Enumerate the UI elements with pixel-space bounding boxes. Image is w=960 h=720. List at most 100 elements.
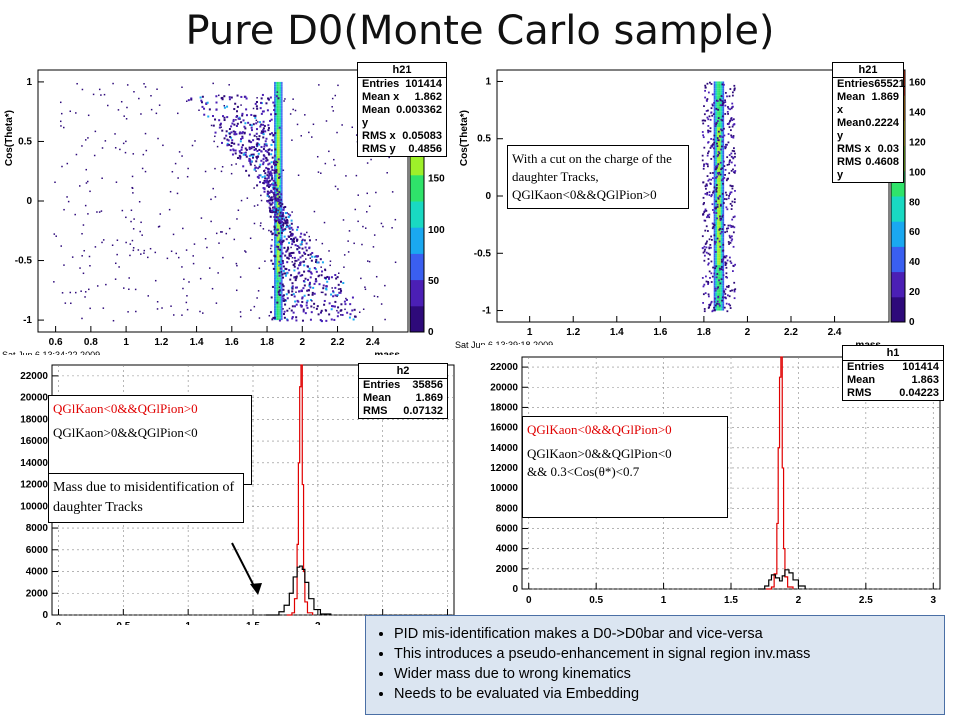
heatmap-cell <box>275 150 277 154</box>
heatmap-cell <box>241 135 244 138</box>
heatmap-cell <box>285 221 287 224</box>
heatmap-cell <box>181 314 183 316</box>
heatmap-cell <box>320 266 322 268</box>
heatmap-cell <box>289 214 292 217</box>
x-tick-label: 1.6 <box>225 337 239 348</box>
heatmap-cell <box>218 119 221 122</box>
heatmap-cell <box>278 160 280 163</box>
heatmap-cell <box>716 165 718 168</box>
heatmap-cell <box>279 237 282 240</box>
heatmap-cell <box>281 122 283 125</box>
heatmap-cell <box>714 168 717 171</box>
heatmap-cell <box>85 168 88 171</box>
heatmap-cell <box>342 219 345 221</box>
heatmap-cell <box>711 145 714 148</box>
heatmap-cell <box>274 167 276 171</box>
heatmap-cell <box>730 152 733 155</box>
heatmap-cell <box>267 170 270 173</box>
heatmap-cell <box>722 170 725 174</box>
heatmap-cell <box>276 131 279 135</box>
heatmap-cell <box>344 308 346 311</box>
heatmap-cell <box>278 112 280 116</box>
heatmap-cell <box>177 177 179 179</box>
heatmap-cell <box>275 89 277 92</box>
heatmap-cell <box>225 130 228 133</box>
heatmap-cell <box>733 198 736 201</box>
heatmap-cell <box>273 104 276 107</box>
heatmap-cell <box>234 149 237 152</box>
heatmap-cell <box>708 178 711 181</box>
heatmap-cell <box>236 105 239 108</box>
heatmap-cell <box>308 281 311 284</box>
heatmap-cell <box>713 294 716 297</box>
heatmap-cell <box>225 232 228 235</box>
heatmap-cell <box>251 146 254 149</box>
heatmap-cell <box>705 110 708 112</box>
heatmap-cell <box>718 189 721 192</box>
heatmap-cell <box>279 246 282 249</box>
heatmap-cell <box>287 225 290 228</box>
heatmap-cell <box>266 159 269 162</box>
heatmap-cell <box>727 123 730 126</box>
heatmap-cell <box>278 81 280 85</box>
heatmap-cell <box>277 245 280 248</box>
heatmap-cell <box>281 162 283 166</box>
heatmap-cell <box>264 179 267 182</box>
heatmap-cell <box>715 187 718 189</box>
heatmap-cell <box>322 284 325 287</box>
heatmap-cell <box>276 150 279 154</box>
heatmap-cell <box>66 196 68 198</box>
heatmap-cell <box>728 256 731 259</box>
heatmap-cell <box>719 161 722 164</box>
heatmap-cell <box>707 230 709 232</box>
heatmap-cell <box>214 135 216 138</box>
heatmap-cell <box>715 104 718 107</box>
heatmap-cell <box>279 214 282 217</box>
heatmap-cell <box>281 177 283 180</box>
heatmap-cell <box>721 104 723 107</box>
heatmap-cell <box>733 297 736 300</box>
heatmap-cell <box>722 196 725 199</box>
heatmap-cell <box>712 309 715 312</box>
heatmap-cell <box>291 211 293 213</box>
heatmap-cell <box>719 215 721 218</box>
heatmap-cell <box>276 105 279 109</box>
heatmap-cell <box>336 315 339 318</box>
heatmap-cell <box>716 206 719 208</box>
heatmap-cell <box>271 239 273 241</box>
heatmap-cell <box>75 153 78 156</box>
heatmap-cell <box>223 119 226 122</box>
heatmap-cell <box>239 155 242 158</box>
heatmap-cell <box>205 102 208 105</box>
heatmap-cell <box>718 92 721 96</box>
heatmap-cell <box>325 285 328 288</box>
heatmap-cell <box>258 135 261 138</box>
heatmap-cell <box>281 81 283 85</box>
heatmap-cell <box>713 205 716 208</box>
heatmap-cell <box>720 143 723 146</box>
heatmap-cell <box>275 115 277 118</box>
heatmap-cell <box>720 216 723 219</box>
heatmap-cell <box>278 310 280 313</box>
heatmap-cell <box>240 132 243 135</box>
heatmap-cell <box>364 286 366 288</box>
heatmap-cell <box>120 100 123 103</box>
heatmap-cell <box>717 212 719 215</box>
heatmap-cell <box>256 184 259 187</box>
stats-value: 1.863 <box>911 374 939 386</box>
heatmap-cell <box>225 134 228 137</box>
heatmap-cell <box>716 155 719 158</box>
heatmap-cell <box>731 218 734 221</box>
heatmap-cell <box>717 216 719 219</box>
heatmap-cell <box>279 115 282 118</box>
heatmap-cell <box>314 278 317 281</box>
heatmap-cell <box>253 187 255 189</box>
heatmap-cell <box>720 128 722 131</box>
heatmap-cell <box>722 168 725 171</box>
heatmap-cell <box>271 186 274 189</box>
heatmap-cell <box>281 208 283 211</box>
heatmap-cell <box>275 103 277 106</box>
heatmap-cell <box>285 225 288 228</box>
heatmap-cell <box>266 194 269 197</box>
heatmap-cells <box>701 81 737 313</box>
